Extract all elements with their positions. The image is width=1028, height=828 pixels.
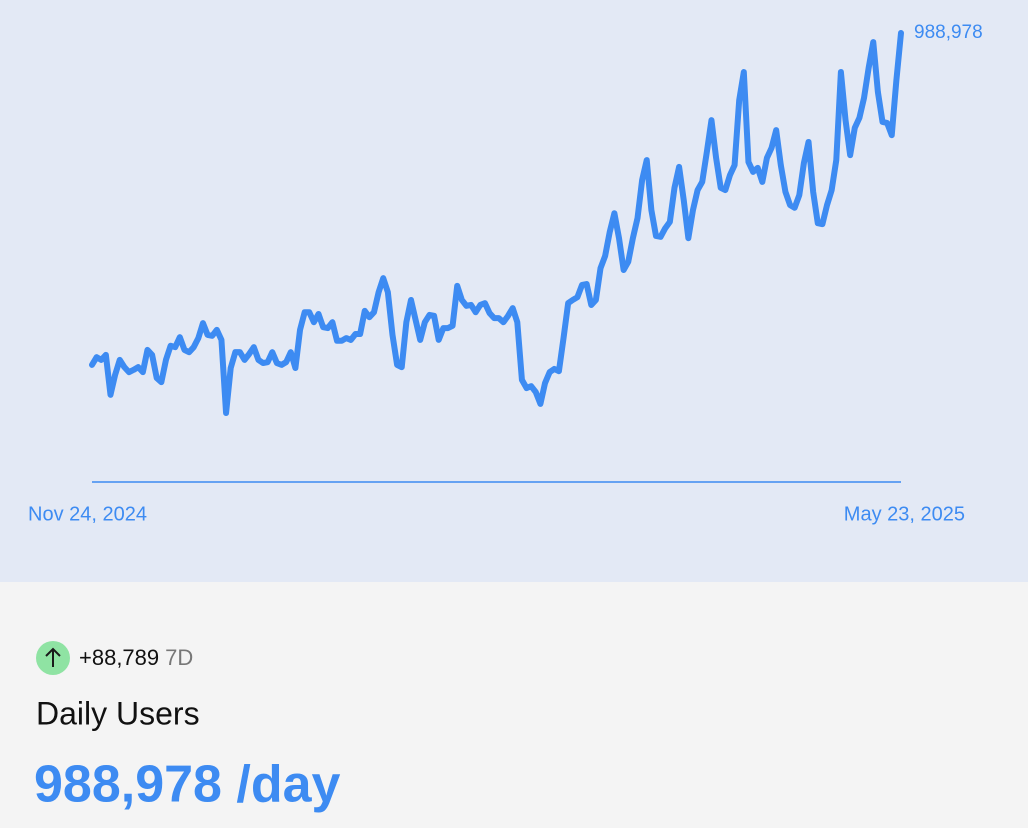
up-arrow	[45, 647, 61, 667]
x-tick-label: May 23, 2025	[844, 503, 965, 525]
line	[89, 30, 904, 416]
metric-title: Daily Users	[36, 695, 200, 731]
metric-value: 988,978 /day	[34, 756, 341, 814]
chart-panel	[0, 0, 1028, 582]
x-tick-label: Nov 24, 2024	[28, 503, 147, 525]
end-value-label: 988,978	[914, 22, 983, 43]
change: +88,789	[79, 645, 159, 670]
summary-panel	[0, 582, 1028, 828]
period: 7D	[165, 645, 193, 670]
plot: Nov 24, 2024 May 23, 2025 988,978	[28, 22, 983, 525]
